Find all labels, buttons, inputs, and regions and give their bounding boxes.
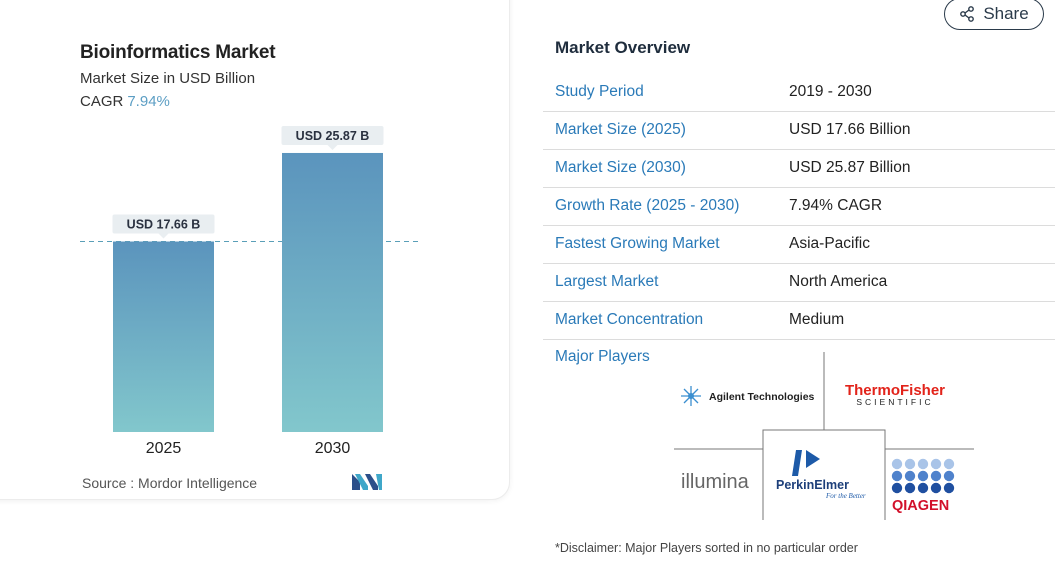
data-label: USD 17.66 B [127, 218, 201, 232]
row-key: Market Concentration [555, 311, 704, 328]
data-label: USD 25.87 B [296, 129, 370, 143]
qiagen-dot [943, 482, 955, 494]
qiagen-dot [904, 458, 916, 470]
agilent-text: Agilent Technologies [709, 391, 815, 403]
share-button[interactable]: Share [944, 0, 1044, 30]
table-row: Fastest Growing Market Asia-Pacific [543, 226, 1055, 264]
perkinelmer-text: PerkinElmer [776, 478, 849, 492]
row-value: USD 17.66 Billion [789, 121, 911, 138]
qiagen-dot [943, 470, 955, 482]
row-value: North America [789, 273, 888, 290]
perkinelmer-logo: PerkinElmer For the Better [776, 450, 866, 500]
thermofisher-text: ThermoFisher [845, 382, 945, 399]
row-key: Growth Rate (2025 - 2030) [555, 197, 740, 214]
cagr-label: CAGR [80, 93, 124, 110]
bar-2025 [113, 241, 214, 432]
qiagen-dot [930, 458, 942, 470]
data-label-bg [112, 214, 215, 234]
chart-source: Source : Mordor Intelligence [82, 475, 258, 491]
data-label-pointer [327, 144, 338, 150]
qiagen-dot [917, 482, 929, 494]
row-value: 7.94% CAGR [789, 197, 883, 214]
qiagen-dot [891, 470, 903, 482]
row-key: Market Size (2025) [555, 121, 686, 138]
chart-title: Bioinformatics Market [80, 42, 276, 63]
chart-subtitle: Market Size in USD Billion [80, 70, 256, 87]
qiagen-dot [904, 470, 916, 482]
perkinelmer-tagline: For the Better [825, 492, 866, 500]
row-value: Asia-Pacific [789, 235, 870, 252]
data-label-pointer [158, 233, 169, 239]
illumina-logo: illumina [681, 471, 750, 493]
thermofisher-scientific-text: SCIENTIFIC [856, 397, 933, 407]
qiagen-logo: QIAGEN [891, 458, 955, 514]
table-row: Study Period 2019 - 2030 [543, 74, 1055, 112]
row-key: Largest Market [555, 273, 659, 290]
data-label-bg [281, 125, 384, 145]
table-row: Market Size (2030) USD 25.87 Billion [543, 150, 1055, 188]
qiagen-dot [943, 458, 955, 470]
table-row: Market Concentration Medium [543, 302, 1055, 340]
qiagen-dot [891, 458, 903, 470]
row-key: Study Period [555, 83, 644, 100]
x-tick-label: 2030 [315, 440, 351, 457]
qiagen-dot [930, 470, 942, 482]
qiagen-dot [930, 482, 942, 494]
overview-title: Market Overview [555, 38, 691, 57]
qiagen-dot [891, 482, 903, 494]
share-icon [960, 6, 975, 22]
cagr-line: CAGR 7.94% [80, 93, 170, 110]
qiagen-dot [917, 458, 929, 470]
bar-2030 [282, 152, 383, 432]
agilent-logo: Agilent Technologies [681, 386, 815, 406]
thermofisher-logo: ThermoFisher SCIENTIFIC [845, 382, 945, 407]
row-value: Medium [789, 311, 845, 328]
table-row: Largest Market North America [543, 264, 1055, 302]
row-key: Fastest Growing Market [555, 235, 720, 252]
cagr-value: 7.94% [127, 93, 170, 110]
major-players-label: Major Players [555, 348, 650, 365]
bar-chart: USD 17.66 B 2025 USD 25.87 B 2030 [80, 125, 420, 457]
qiagen-dot [917, 470, 929, 482]
qiagen-text: QIAGEN [892, 498, 949, 514]
share-label: Share [983, 4, 1029, 23]
grid-box [762, 429, 886, 520]
table-row: Growth Rate (2025 - 2030) 7.94% CAGR [543, 188, 1055, 226]
table-row: Market Size (2025) USD 17.66 Billion [543, 112, 1055, 150]
mordor-intelligence-logo [352, 474, 382, 490]
qiagen-dot [904, 482, 916, 494]
row-key: Market Size (2030) [555, 159, 686, 176]
chart-card [0, 0, 510, 500]
overview-table: Study Period 2019 - 2030 Market Size (202… [543, 74, 1055, 340]
row-value: 2019 - 2030 [789, 83, 872, 100]
disclaimer: *Disclaimer: Major Players sorted in no … [555, 541, 858, 555]
x-tick-label: 2025 [146, 440, 182, 457]
row-value: USD 25.87 Billion [789, 159, 911, 176]
